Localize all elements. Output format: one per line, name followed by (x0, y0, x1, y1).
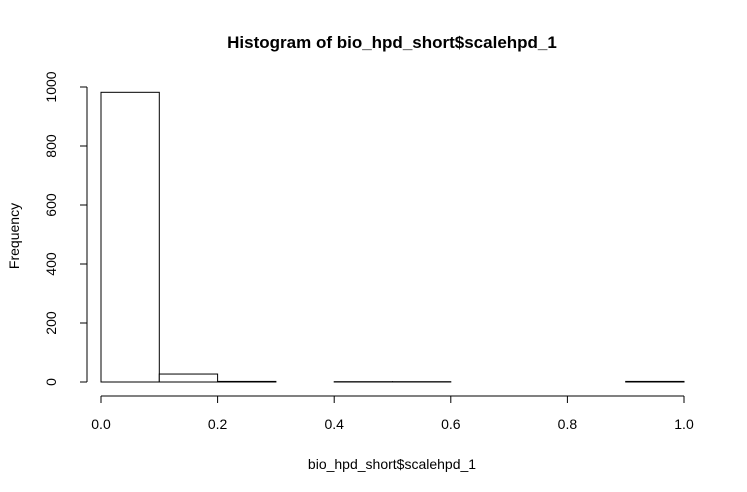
x-tick-label: 0.6 (441, 416, 461, 432)
histogram-bar-2 (217, 380, 277, 383)
histogram-bar-0 (100, 91, 160, 383)
y-tick-label: 600 (43, 193, 59, 217)
y-axis: 0 200 400 600 800 1000 (43, 71, 88, 386)
x-axis-title: bio_hpd_short$scalehpd_1 (308, 456, 476, 472)
y-tick-label: 1000 (43, 71, 59, 102)
x-axis: 0.0 0.2 0.4 0.6 0.8 1.0 (91, 395, 694, 432)
y-axis-title: Frequency (6, 203, 22, 269)
y-tick-label: 400 (43, 252, 59, 276)
x-tick-label: 0.4 (324, 416, 344, 432)
y-tick-label: 200 (43, 311, 59, 335)
histogram-bar-9 (625, 380, 685, 383)
bars-group (100, 91, 685, 383)
y-tick-label: 0 (43, 378, 59, 386)
histogram-bar-1 (158, 373, 219, 383)
y-tick-label: 800 (43, 134, 59, 158)
chart-title: Histogram of bio_hpd_short$scalehpd_1 (227, 33, 557, 52)
x-tick-label: 1.0 (674, 416, 694, 432)
x-tick-label: 0.8 (558, 416, 578, 432)
x-tick-label: 0.0 (91, 416, 111, 432)
x-tick-label: 0.2 (208, 416, 228, 432)
